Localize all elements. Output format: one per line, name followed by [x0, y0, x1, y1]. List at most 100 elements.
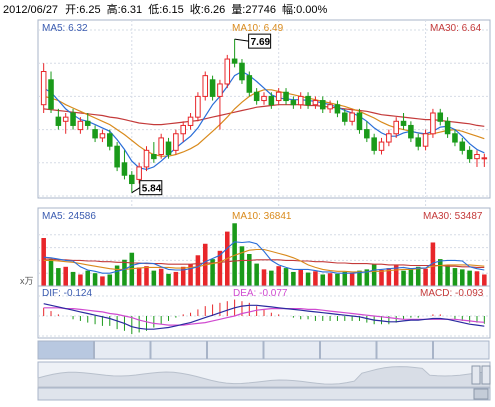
candle-body [437, 112, 444, 122]
volume-bar [342, 271, 348, 286]
tab-background [150, 340, 207, 360]
volume-bar [379, 270, 384, 286]
max-price-value: 7.69 [251, 37, 271, 48]
candle-body [452, 133, 458, 143]
volume-bar [232, 223, 237, 286]
dea-line [43, 307, 485, 326]
volume-bar [371, 264, 377, 286]
volume-bar [364, 269, 370, 286]
candle-body [114, 145, 120, 168]
candle-body [40, 71, 47, 106]
volume-bar [313, 271, 318, 286]
candle-body [459, 141, 466, 151]
tab-macd[interactable] [37, 340, 94, 360]
volume-bar [217, 250, 223, 286]
candle-body [187, 116, 194, 126]
volume-bar [430, 242, 436, 286]
tab-background [320, 340, 377, 360]
volume-bar [151, 270, 157, 286]
candle-body [466, 149, 473, 160]
candle-body [342, 112, 348, 122]
volume-bar [335, 273, 340, 286]
candle-body [297, 95, 304, 106]
volume-bar [254, 263, 259, 286]
price-ma5-label: MA5: 6.32 [42, 23, 88, 34]
volume-bar [56, 268, 61, 286]
volume-bar [415, 266, 421, 286]
volume-bar [78, 274, 83, 286]
tab-wvad[interactable] [376, 340, 433, 360]
candle-body [474, 154, 480, 160]
timeline-navigator [37, 361, 491, 401]
candle-body [239, 62, 245, 81]
candle-body [224, 58, 231, 85]
candle-body [356, 112, 363, 131]
candle-body [283, 91, 289, 102]
tab-cci[interactable] [433, 340, 490, 360]
candle-body [92, 129, 98, 139]
volume-ma30-line [43, 258, 485, 268]
volume-bar [320, 274, 326, 286]
volume-bar [158, 268, 164, 286]
volume-bar [408, 268, 414, 286]
candle-body [393, 120, 399, 135]
candle-body [319, 100, 326, 110]
volume-bar [445, 265, 450, 286]
candle-body [99, 133, 106, 139]
candle-body [55, 116, 62, 126]
volume-bar [349, 273, 355, 286]
candle-body [253, 91, 260, 102]
timeline-right-handle[interactable] [481, 365, 491, 385]
max-price-callout: 7.69 [234, 33, 272, 49]
volume-bar [482, 274, 487, 286]
volume-bar [92, 273, 98, 286]
price-ma30-label: MA30: 6.64 [430, 23, 482, 34]
volume-bar [63, 266, 68, 286]
volume-bar [239, 246, 245, 286]
candle-body [481, 157, 488, 160]
candle-body [408, 124, 414, 139]
candle-body [209, 79, 216, 97]
tab-psy[interactable] [207, 340, 264, 360]
volume-bar [291, 271, 296, 286]
tab-background [37, 340, 94, 360]
volume-bar [136, 267, 142, 286]
candle-body [246, 75, 253, 93]
candle-body [143, 149, 150, 168]
tab-boll[interactable] [150, 340, 207, 360]
macd-dif-label: DIF: -0.124 [42, 288, 92, 299]
price-ma10-label: MA10: 6.49 [232, 23, 284, 34]
candle-body [290, 100, 297, 106]
volume-bar [298, 269, 303, 286]
volume-bar [261, 269, 267, 286]
candle-body [371, 137, 377, 151]
timeline-scrollbar[interactable] [37, 387, 491, 401]
tab-obv[interactable] [263, 340, 320, 360]
volume-panel: MA5: 24586 MA10: 36841 MA30: 53487 x万 [20, 207, 491, 287]
volume-bar [100, 276, 105, 286]
volume-ma5-label: MA5: 24586 [42, 211, 96, 222]
candle-body [202, 75, 209, 97]
volume-bar [357, 270, 362, 286]
timeline-left-handle[interactable] [471, 365, 481, 385]
candle-body [195, 95, 201, 118]
candle-body [217, 83, 223, 97]
candle-body [165, 141, 172, 156]
volume-ma30-label: MA30: 53487 [423, 211, 483, 222]
candle-body [422, 133, 429, 147]
min-price-value: 5.84 [142, 184, 162, 195]
indicator-tab-bar [37, 340, 490, 360]
tab-background [376, 340, 433, 360]
volume-bar [144, 266, 149, 286]
volume-ma5-line [43, 241, 485, 274]
tab-kdj[interactable] [94, 340, 151, 360]
volume-bar [188, 264, 193, 286]
candle-body [231, 58, 238, 64]
volume-bar [114, 265, 120, 286]
timeline-scroll-thumb[interactable] [473, 388, 489, 400]
tab-rsi[interactable] [320, 340, 377, 360]
candle-body [106, 133, 113, 147]
volume-bar [460, 269, 465, 286]
